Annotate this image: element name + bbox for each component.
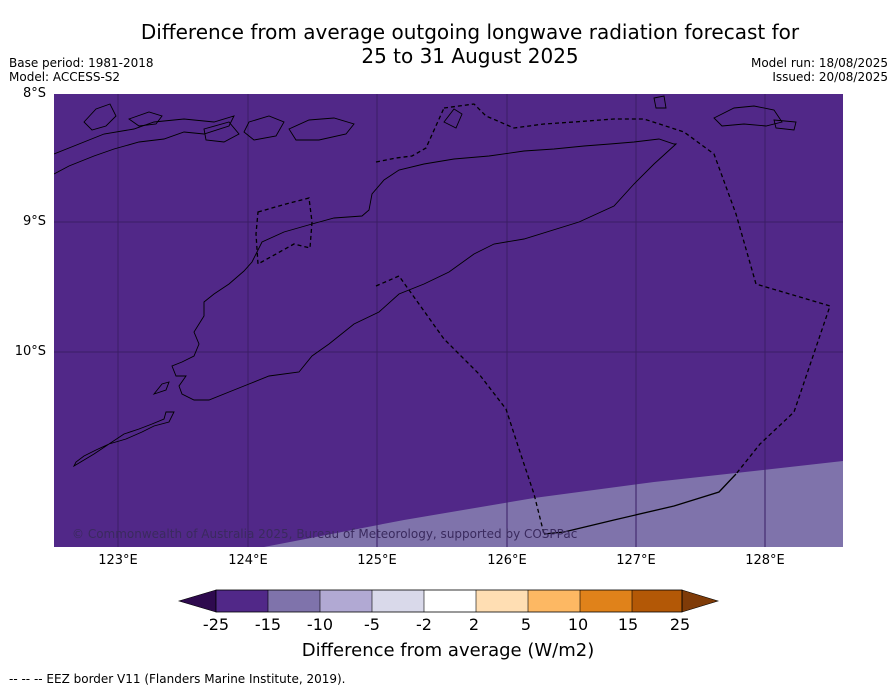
colorbar-tick-15: 15 <box>617 615 639 634</box>
wetar-islet-coast <box>653 95 667 109</box>
pantar-coast <box>243 115 285 141</box>
anomaly-field-moderate <box>264 461 843 547</box>
lon-label-128e: 128°E <box>745 553 785 568</box>
model-name: Model: ACCESS-S2 <box>9 70 121 84</box>
eez-borders <box>255 103 831 535</box>
colorbar-tick-minus5: -5 <box>364 615 380 634</box>
leti-islands-coast <box>713 105 783 127</box>
lon-label-124e: 124°E <box>228 553 268 568</box>
rote-island-coast <box>72 411 175 468</box>
base-period: Base period: 1981-2018 <box>9 56 154 70</box>
colorbar-tick-minus15: -15 <box>254 615 282 634</box>
colorbar-bin-5 <box>424 590 476 612</box>
eez-source-note: -- -- -- EEZ border V11 (Flanders Marine… <box>9 672 346 686</box>
anomaly-map: © Commonwealth of Australia 2025, Bureau… <box>54 94 843 547</box>
colorbar-extend-low <box>177 589 217 613</box>
graticule <box>54 94 843 547</box>
eez-border-oecusse <box>255 197 313 266</box>
meta-left: Base period: 1981-2018 Model: ACCESS-S2 <box>9 56 154 84</box>
copyright-notice: © Commonwealth of Australia 2025, Bureau… <box>72 527 577 541</box>
colorbar-extend-high <box>681 589 720 613</box>
lat-label-10s: 10°S <box>14 344 46 359</box>
colorbar-tick-5: 5 <box>520 615 532 634</box>
atauro-coast <box>443 108 463 129</box>
map-title: Difference from average outgoing longwav… <box>100 20 840 68</box>
title-line-1: Difference from average outgoing longwav… <box>140 20 800 44</box>
model-run: Model run: 18/08/2025 <box>750 56 888 70</box>
colorbar-bin-9 <box>632 590 682 612</box>
lat-label-8s: 8°S <box>22 86 46 101</box>
coastlines <box>54 95 797 468</box>
lon-label-126e: 126°E <box>487 553 527 568</box>
colorbar-dividers <box>267 590 633 612</box>
anomaly-field-strong <box>54 94 843 547</box>
lon-label-123e: 123°E <box>98 553 138 568</box>
timor-coastline <box>171 138 678 401</box>
colorbar-bin-4 <box>372 590 424 612</box>
lon-label-125e: 125°E <box>357 553 397 568</box>
alor-coast <box>288 117 355 141</box>
semau-island-coast <box>152 381 170 395</box>
moa-island-coast <box>773 119 797 131</box>
issued-date: Issued: 20/08/2025 <box>772 70 888 84</box>
colorbar-tick-10: 10 <box>567 615 589 634</box>
adonara-coast <box>83 103 117 131</box>
colorbar-bin-7 <box>528 590 580 612</box>
maritime-boundary-solid <box>543 473 737 535</box>
colorbar-bin-1 <box>216 590 268 612</box>
eez-border-north-segment <box>375 107 445 163</box>
lembata-coast <box>203 121 240 143</box>
colorbar-tick-minus10: -10 <box>306 615 334 634</box>
eez-border-timor-gap <box>375 275 545 535</box>
colorbar-tick-2: 2 <box>468 615 480 634</box>
colorbar-tick-minus2: -2 <box>416 615 432 634</box>
lon-label-127e: 127°E <box>616 553 656 568</box>
meta-right: Model run: 18/08/2025 Issued: 20/08/2025 <box>751 56 888 84</box>
flores-coast <box>54 115 235 175</box>
colorbar <box>177 589 720 613</box>
colorbar-label: Difference from average (W/m2) <box>301 640 595 661</box>
colorbar-bin-2 <box>268 590 320 612</box>
title-line-2: 25 to 31 August 2025 <box>361 44 579 68</box>
lat-label-9s: 9°S <box>22 214 46 229</box>
colorbar-bin-6 <box>476 590 528 612</box>
colorbar-tick-25: 25 <box>669 615 691 634</box>
colorbar-tick-minus25: -25 <box>202 615 230 634</box>
colorbar-frame <box>215 589 683 613</box>
colorbar-bin-3 <box>320 590 372 612</box>
solor-coast <box>128 111 163 127</box>
colorbar-bin-8 <box>580 590 632 612</box>
